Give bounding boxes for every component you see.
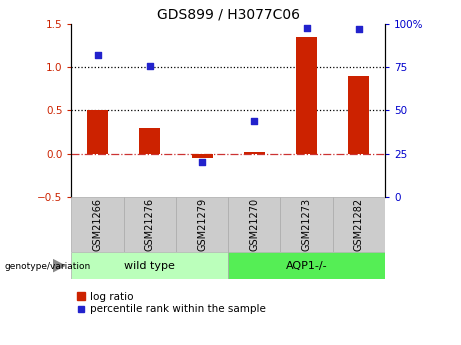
Title: GDS899 / H3077C06: GDS899 / H3077C06: [157, 8, 300, 22]
Text: GSM21279: GSM21279: [197, 198, 207, 251]
Bar: [280, 197, 333, 252]
Point: [94, 52, 101, 58]
Text: AQP1-/-: AQP1-/-: [286, 261, 327, 270]
Bar: [176, 197, 228, 252]
Bar: [71, 252, 228, 279]
Text: genotype/variation: genotype/variation: [5, 262, 91, 271]
Point: [355, 27, 362, 32]
Bar: [228, 197, 280, 252]
Point: [198, 159, 206, 165]
Point: [251, 118, 258, 124]
Bar: [228, 252, 385, 279]
Legend: log ratio, percentile rank within the sample: log ratio, percentile rank within the sa…: [77, 292, 266, 314]
Text: GSM21276: GSM21276: [145, 198, 155, 251]
Bar: [333, 197, 385, 252]
Bar: [87, 110, 108, 154]
Point: [303, 25, 310, 30]
Point: [146, 63, 154, 68]
Bar: [139, 128, 160, 154]
Bar: [71, 197, 124, 252]
Bar: [296, 37, 317, 154]
Bar: [124, 197, 176, 252]
Text: GSM21273: GSM21273: [301, 198, 312, 251]
Bar: [244, 152, 265, 154]
Text: GSM21270: GSM21270: [249, 198, 260, 251]
Text: wild type: wild type: [124, 261, 175, 270]
Text: GSM21282: GSM21282: [354, 198, 364, 251]
Polygon shape: [53, 259, 65, 272]
Bar: [349, 76, 369, 154]
Bar: [192, 154, 213, 158]
Text: GSM21266: GSM21266: [93, 198, 103, 251]
